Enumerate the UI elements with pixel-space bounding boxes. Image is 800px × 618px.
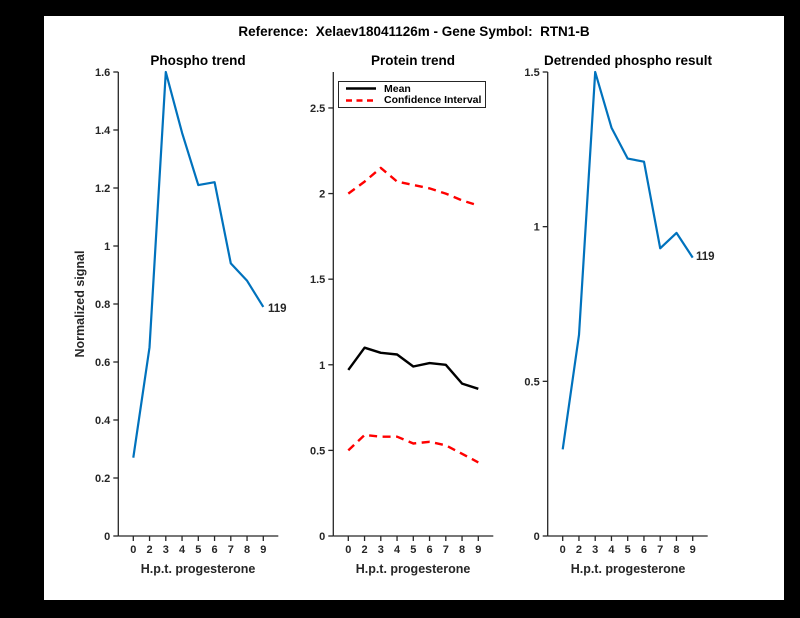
series-line-detrended-phospho: [561, 70, 694, 450]
x-axis-label-3: H.p.t. progesterone: [570, 562, 686, 576]
x-tick-label: 4: [608, 544, 615, 556]
series-line-mean: [347, 346, 479, 390]
y-tick-label: 0.4: [95, 415, 111, 427]
y-axis-label: Normalized signal: [73, 250, 87, 358]
x-tick-label: 6: [211, 544, 217, 556]
x-tick-label: 2: [361, 544, 367, 556]
y-tick-label: 1.2: [95, 183, 110, 195]
endpoint-label-phospho: 119: [268, 303, 287, 315]
legend-entry-mean: Mean: [346, 82, 481, 95]
x-tick-label: 9: [690, 544, 696, 556]
x-tick-label: 8: [459, 544, 465, 556]
x-tick-label: 8: [244, 544, 250, 556]
x-axis-label-1: H.p.t. progesterone: [140, 562, 256, 576]
figure-title: Reference: Xelaev18041126m - Gene Symbol…: [238, 24, 590, 39]
endpoint-label-detrended: 119: [696, 251, 715, 263]
y-tick-label: 1: [319, 360, 325, 372]
x-tick-label: 7: [228, 544, 234, 556]
y-tick-label: 2: [319, 189, 325, 201]
x-tick-label: 3: [378, 544, 384, 556]
subplot-title-phospho-trend: Phospho trend: [150, 53, 246, 68]
plots-canvas: 00.20.40.60.811.21.41.60 2 3 4 5 6 7 8 900.511.5…: [95, 67, 708, 556]
x-tick-label: 4: [179, 544, 186, 556]
x-tick-label: 9: [260, 544, 266, 556]
y-tick-label: 1.6: [95, 67, 110, 79]
x-tick-label: 5: [410, 544, 416, 556]
y-tick-label: 0.2: [95, 473, 110, 485]
subplot-title-protein-trend: Protein trend: [370, 53, 455, 68]
x-tick-label: 2: [146, 544, 152, 556]
x-axis-label-2: H.p.t. progesterone: [355, 562, 471, 576]
x-tick-label: 5: [195, 544, 201, 556]
legend-label-confidence-interval: Confidence Interval: [384, 94, 482, 107]
x-tick-label: 6: [641, 544, 647, 556]
y-tick-label: 0.6: [95, 357, 110, 369]
series-line-confidence-interval-upper: [347, 166, 479, 207]
x-tick-label: 8: [673, 544, 679, 556]
legend-solid-line-icon: [346, 87, 376, 91]
y-tick-label: 1: [104, 241, 110, 253]
legend-dashed-line-icon: [346, 98, 376, 102]
y-tick-label: 0: [534, 531, 540, 543]
x-tick-label: 4: [394, 544, 401, 556]
figure-canvas: Reference: Xelaev18041126m - Gene Symbol…: [44, 16, 784, 600]
series-line-phospho-signal: [132, 70, 265, 458]
legend-entry-confidence-interval: Confidence Interval: [346, 94, 482, 107]
y-tick-label: 0: [104, 531, 110, 543]
x-tick-label: 9: [475, 544, 481, 556]
series-line-confidence-interval-lower: [347, 433, 479, 464]
x-tick-label: 3: [163, 544, 169, 556]
x-tick-label: 7: [657, 544, 663, 556]
x-tick-label: 2: [576, 544, 582, 556]
y-tick-label: 0: [319, 531, 325, 543]
y-tick-label: 1: [534, 222, 540, 234]
subplot-title-detrended-result: Detrended phospho result: [543, 53, 712, 68]
legend: Mean Confidence Interval: [338, 81, 486, 108]
y-tick-label: 1.5: [310, 274, 325, 286]
x-tick-label: 0: [130, 544, 136, 556]
y-tick-label: 0.5: [524, 376, 539, 388]
y-tick-label: 1.4: [95, 125, 111, 137]
legend-label-mean: Mean: [384, 82, 411, 95]
x-tick-label: 0: [560, 544, 566, 556]
x-tick-label: 6: [426, 544, 432, 556]
y-tick-label: 0.8: [95, 299, 110, 311]
y-tick-label: 0.5: [310, 445, 325, 457]
x-tick-label: 5: [625, 544, 631, 556]
x-tick-label: 0: [345, 544, 351, 556]
y-tick-label: 1.5: [524, 67, 539, 79]
x-tick-label: 3: [592, 544, 598, 556]
x-tick-label: 7: [443, 544, 449, 556]
y-tick-label: 2.5: [310, 103, 325, 115]
